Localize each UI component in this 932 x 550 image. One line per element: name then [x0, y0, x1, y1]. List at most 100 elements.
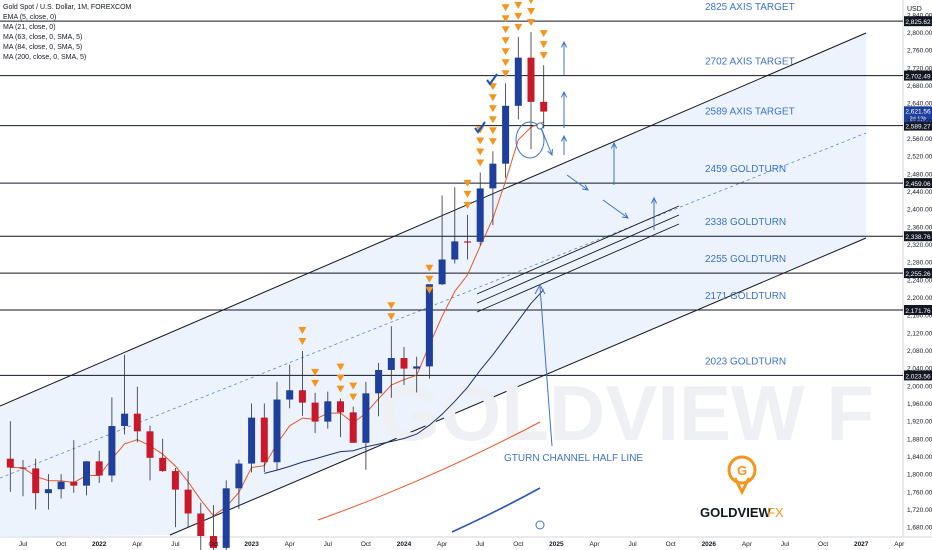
y-tick-label-16: 2,320.00 — [907, 242, 932, 249]
candle-body-0 — [6, 458, 14, 468]
level-tag-bg-3 — [904, 178, 932, 189]
y-tick-label-6: 1,920.00 — [907, 419, 932, 426]
channel-lower-line — [169, 237, 867, 536]
logo-text: GOLDVIEW — [700, 505, 772, 520]
level-label-6: 2171 GOLDTURN — [705, 291, 786, 302]
y-tick-label-7: 1,960.00 — [907, 401, 932, 408]
candle-body-26 — [337, 401, 344, 413]
half-line-pointer-head-icon — [534, 283, 546, 295]
candle-body-28 — [362, 393, 370, 443]
signal-triangle-icon-5-1 — [425, 275, 434, 283]
y-tick-label-8: 2,000.00 — [907, 383, 932, 390]
half-line-pointer — [539, 286, 553, 447]
signal-triangle-icon-8-0 — [488, 138, 497, 146]
legend-indicator-ema[interactable]: EMA (5, close, 0) — [3, 14, 57, 21]
channel-fill — [0, 33, 866, 537]
legend-indicator-ma63[interactable]: MA (63, close, 0, SMA, 5) — [3, 34, 83, 41]
y-tick-label-2: 1,760.00 — [907, 489, 932, 496]
level-tag-bg-2 — [904, 120, 932, 131]
channel-upper-line — [0, 32, 867, 407]
channel-half-line — [0, 132, 867, 479]
candle-body-16 — [210, 536, 217, 548]
signal-triangle-icon-5-2 — [425, 264, 434, 272]
legend-indicator-ma84[interactable]: MA (84, close, 0, SMA, 5) — [3, 44, 83, 51]
chart-legend: Gold Spot / U.S. Dollar, 1M, FOREXCOM EM… — [3, 3, 131, 63]
legend-indicator-ma21[interactable]: MA (21, close, 0) — [3, 24, 56, 31]
axes: USD 1,680.00 1,720.00 1,760.00 1,800.00 1,840… — [19, 6, 932, 548]
projection-arrow-head-icon-7 — [650, 196, 658, 204]
candle-body-39 — [502, 105, 510, 164]
candle-body-24 — [311, 402, 319, 422]
ma-21-line — [264, 289, 545, 474]
candle-body-41 — [527, 57, 535, 102]
y-tick-label-20: 2,480.00 — [907, 171, 932, 178]
signal-triangle-icon-9-1 — [501, 59, 510, 67]
level-tag-5: 2,255.26 — [905, 271, 931, 278]
candle-body-20 — [260, 417, 268, 463]
candle-body-35 — [451, 241, 459, 260]
y-tick-label-12: 2,160.00 — [907, 313, 932, 320]
signal-triangle-icon-1-1 — [311, 368, 320, 376]
level-tag-bg-0 — [904, 16, 932, 27]
x-tick-label-19: Apr — [742, 541, 753, 548]
check-mark-icon-0 — [486, 73, 498, 86]
x-tick-label-6: 2023 — [244, 541, 259, 548]
candle-body-18 — [235, 463, 243, 489]
x-tick-label-7: Apr — [285, 541, 296, 548]
level-tag-3: 2,459.06 — [905, 181, 931, 188]
level-label-1: 2702 AXIS TARGET — [705, 57, 795, 68]
x-tick-label-12: Jul — [476, 541, 485, 548]
candle-body-5 — [70, 481, 78, 486]
candle-body-23 — [298, 390, 306, 403]
level-label-3: 2459 GOLDTURN — [705, 164, 786, 175]
candle-body-15 — [197, 513, 205, 536]
signal-triangle-icon-8-2 — [488, 116, 497, 124]
y-tick-label-15: 2,280.00 — [907, 260, 932, 267]
level-tag-bg-1 — [904, 70, 932, 81]
signal-triangle-icon-9-3 — [501, 37, 510, 45]
candle-body-11 — [146, 431, 154, 458]
candle-body-3 — [44, 489, 52, 494]
signal-triangle-icon-10-1 — [514, 12, 523, 20]
watermark-text: GOLDVIEW F — [380, 369, 874, 457]
signal-triangle-icon-5-0 — [425, 286, 434, 294]
y-tick-label-23: 2,600.00 — [907, 118, 932, 125]
level-label-4: 2338 GOLDTURN — [705, 217, 786, 228]
signal-triangle-icon-4-1 — [387, 302, 396, 310]
check-mark-icon-1 — [474, 121, 486, 134]
candle-body-22 — [286, 390, 294, 400]
candle-body-33 — [425, 284, 433, 367]
x-tick-label-15: Apr — [589, 541, 600, 548]
signal-triangle-icon-2-2 — [336, 363, 345, 371]
half-line-annotation: GTURN CHANNEL HALF LINE — [504, 453, 643, 464]
signal-triangle-icon-1-0 — [311, 379, 320, 387]
x-tick-label-23: Apr — [894, 541, 905, 548]
gturn-half-channel-line-2 — [476, 214, 680, 304]
y-tick-label-9: 2,040.00 — [907, 366, 932, 373]
x-tick-label-9: Oct — [361, 541, 371, 548]
signal-triangle-icon-2-1 — [336, 374, 345, 382]
signal-triangle-icon-9-0 — [501, 70, 510, 78]
candle-body-42 — [540, 101, 548, 112]
last-price-countdown: 2d 12h — [910, 116, 927, 122]
signal-triangle-icon-11-2 — [528, 0, 534, 5]
legend-symbol[interactable]: Gold Spot / U.S. Dollar, 1M, FOREXCOM — [3, 4, 132, 11]
ma-63-line — [317, 421, 541, 521]
y-tick-label-1: 1,720.00 — [907, 507, 932, 514]
y-tick-label-13: 2,200.00 — [907, 295, 932, 302]
signal-triangle-icon-12-1 — [539, 41, 548, 49]
x-tick-label-17: Oct — [666, 541, 676, 548]
candle-body-21 — [273, 399, 281, 463]
candle-body-34 — [438, 259, 446, 285]
level-label-0: 2825 AXIS TARGET — [705, 2, 795, 13]
y-tick-label-21: 2,520.00 — [907, 154, 932, 161]
projection-arrow-head-icon-0 — [560, 40, 568, 48]
logo-suffix: FX — [767, 505, 784, 520]
level-tag-bg-4 — [904, 231, 932, 242]
signal-triangle-icon-3-0 — [349, 393, 358, 401]
legend-indicator-ma200[interactable]: MA (200, close, 0, SMA, 5) — [3, 54, 87, 61]
y-tick-label-0: 1,680.00 — [907, 525, 932, 532]
focus-point — [536, 122, 544, 130]
x-tick-label-2: 2022 — [92, 541, 107, 548]
